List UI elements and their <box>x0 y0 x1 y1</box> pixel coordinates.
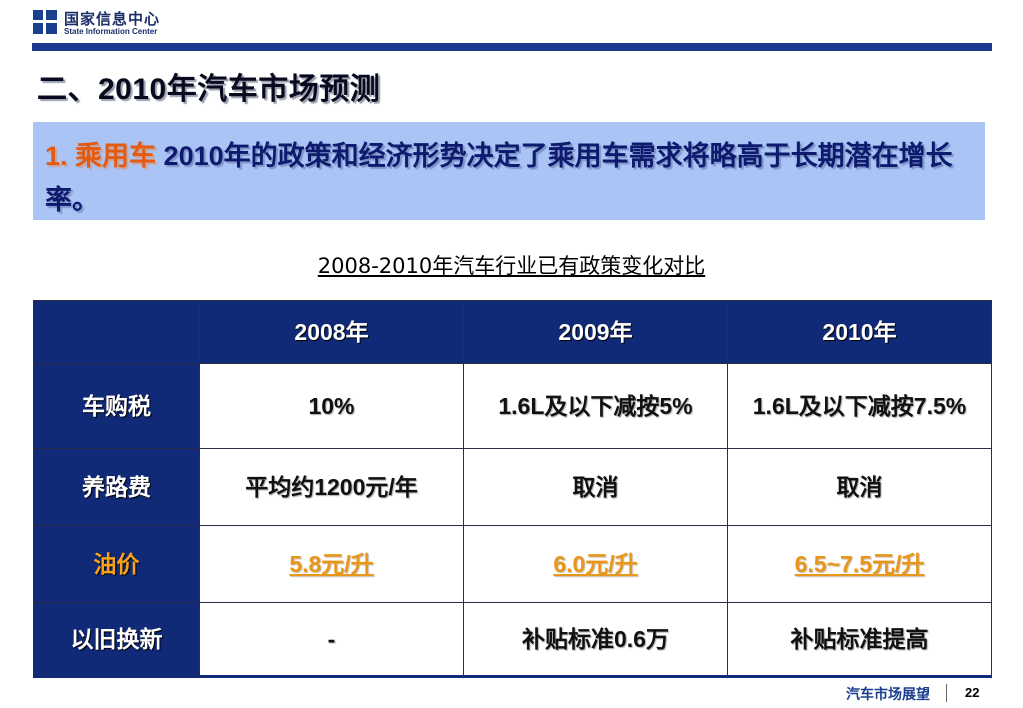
header-bar <box>32 43 992 51</box>
subheading-box: 1. 乘用车 2010年的政策和经济形势决定了乘用车需求将略高于长期潜在增长率。 <box>33 122 985 220</box>
table-row: 车购税 10% 1.6L及以下减按5% 1.6L及以下减按7.5% <box>33 363 992 449</box>
subheading-prefix: 1. 乘用车 <box>45 141 157 171</box>
header-cell-2008: 2008年 <box>199 300 464 364</box>
table-cell: 5.8元/升 <box>199 525 464 603</box>
table-cell: 平均约1200元/年 <box>199 448 464 526</box>
table-cell: 1.6L及以下减按7.5% <box>727 363 992 449</box>
table-cell: 补贴标准提高 <box>727 602 992 677</box>
table-row: 油价 5.8元/升 6.0元/升 6.5~7.5元/升 <box>33 525 992 603</box>
header-cell-2009: 2009年 <box>463 300 728 364</box>
subheading-text: 2010年的政策和经济形势决定了乘用车需求将略高于长期潜在增长率。 <box>45 141 953 215</box>
policy-comparison-table: 2008年 2009年 2010年 车购税 10% 1.6L及以下减按5% 1.… <box>33 300 992 678</box>
row-label-trade-in: 以旧换新 <box>33 602 200 677</box>
header-cell-empty <box>33 300 200 364</box>
table-header-row: 2008年 2009年 2010年 <box>33 300 992 364</box>
sic-cross-logo-icon <box>33 10 57 34</box>
footer-section-label: 汽车市场展望 <box>846 687 930 703</box>
row-label-road-fee: 养路费 <box>33 448 200 526</box>
table-cell: 取消 <box>727 448 992 526</box>
slide-title: 二、2010年汽车市场预测 <box>37 73 381 106</box>
footer-divider <box>946 684 947 702</box>
table-row: 以旧换新 - 补贴标准0.6万 补贴标准提高 <box>33 602 992 677</box>
table-cell: 取消 <box>463 448 728 526</box>
org-name-en: State Information Center <box>64 27 158 36</box>
row-label-purchase-tax: 车购税 <box>33 363 200 449</box>
table-cell: 10% <box>199 363 464 449</box>
header-cell-2010: 2010年 <box>727 300 992 364</box>
table-cell: - <box>199 602 464 677</box>
table-caption: 2008-2010年汽车行业已有政策变化对比 <box>317 254 706 278</box>
table-row: 养路费 平均约1200元/年 取消 取消 <box>33 448 992 526</box>
table-cell: 1.6L及以下减按5% <box>463 363 728 449</box>
table-cell: 补贴标准0.6万 <box>463 602 728 677</box>
page-number: 22 <box>965 685 980 700</box>
row-label-oil-price: 油价 <box>33 525 200 603</box>
table-cell: 6.5~7.5元/升 <box>727 525 992 603</box>
org-name-cn: 国家信息中心 <box>64 10 161 28</box>
table-cell: 6.0元/升 <box>463 525 728 603</box>
